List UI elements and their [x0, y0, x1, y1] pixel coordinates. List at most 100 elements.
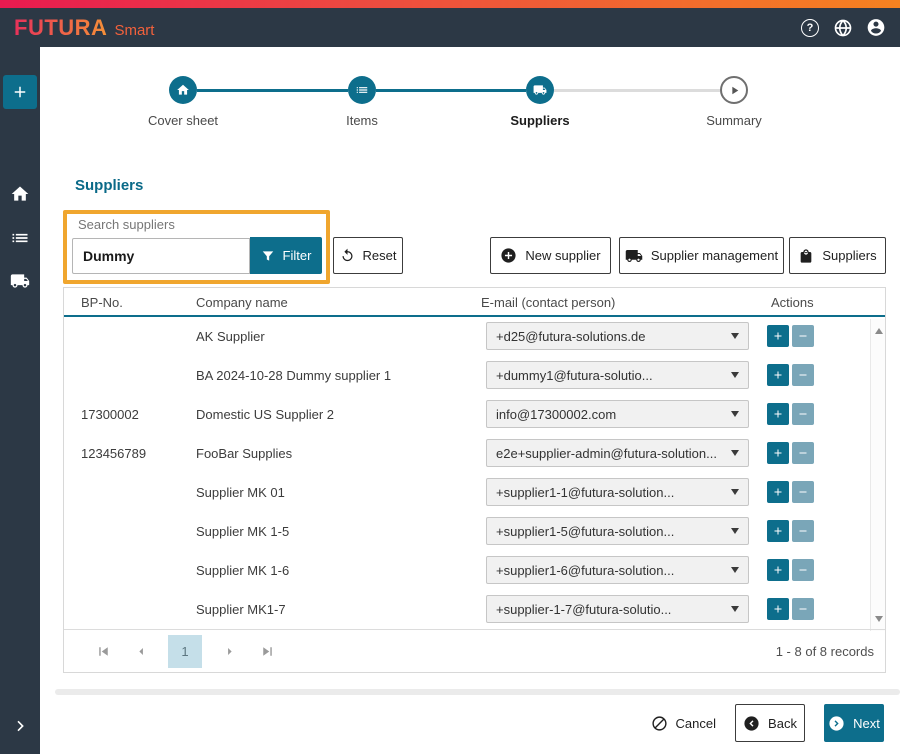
- supplier-management-button[interactable]: Supplier management: [619, 237, 784, 274]
- remove-supplier-row-button[interactable]: [792, 481, 814, 503]
- remove-supplier-row-button[interactable]: [792, 442, 814, 464]
- remove-supplier-row-button[interactable]: [792, 559, 814, 581]
- scroll-up-icon[interactable]: [871, 323, 886, 339]
- add-supplier-row-button[interactable]: [767, 364, 789, 386]
- add-supplier-row-button[interactable]: [767, 559, 789, 581]
- sidebar: [0, 47, 40, 754]
- email-select[interactable]: +dummy1@futura-solutio...: [486, 361, 749, 389]
- search-input[interactable]: [72, 238, 250, 274]
- page-number-button[interactable]: 1: [168, 634, 202, 668]
- truck-icon: [625, 247, 643, 265]
- suppliers-button[interactable]: Suppliers: [789, 237, 886, 274]
- company-cell: Supplier MK 01: [196, 485, 285, 500]
- first-page-icon[interactable]: [92, 640, 114, 662]
- email-select[interactable]: +supplier1-5@futura-solution...: [486, 517, 749, 545]
- truck-icon: [10, 271, 30, 291]
- records-count: 1 - 8 of 8 records: [775, 643, 874, 659]
- sidebar-item-home[interactable]: [0, 179, 40, 209]
- sidebar-expand-button[interactable]: [0, 712, 40, 740]
- column-header-bp-no: BP-No.: [81, 295, 123, 310]
- logo-primary-text: FUTURA: [14, 14, 108, 40]
- last-page-icon[interactable]: [256, 640, 278, 662]
- arrow-right-circle-icon: [828, 715, 845, 732]
- next-button[interactable]: Next: [824, 704, 884, 742]
- list-icon: [355, 83, 369, 97]
- sidebar-item-list[interactable]: [0, 223, 40, 253]
- chevron-down-icon: [731, 450, 739, 456]
- bp-no-cell: 123456789: [81, 446, 147, 461]
- table-row: Supplier MK 1-5 +supplier1-5@futura-solu…: [64, 512, 885, 551]
- add-supplier-row-button[interactable]: [767, 442, 789, 464]
- chevron-down-icon: [731, 606, 739, 612]
- email-selected-value: +supplier-1-7@futura-solutio...: [496, 601, 672, 617]
- add-supplier-row-button[interactable]: [767, 598, 789, 620]
- suppliers-table: BP-No. Company name E-mail (contact pers…: [63, 287, 886, 673]
- step-cover-sheet[interactable]: [169, 76, 197, 104]
- scroll-down-icon[interactable]: [871, 611, 886, 627]
- filter-button-label: Filter: [282, 248, 312, 263]
- chevron-down-icon: [731, 528, 739, 534]
- step-summary[interactable]: [720, 76, 748, 104]
- table-row: Supplier MK 01 +supplier1-1@futura-solut…: [64, 473, 885, 512]
- app-header: FUTURA Smart: [0, 8, 900, 47]
- table-row: BA 2024-10-28 Dummy supplier 1 +dummy1@f…: [64, 356, 885, 395]
- home-icon: [176, 83, 190, 97]
- email-selected-value: +d25@futura-solutions.de: [496, 328, 646, 344]
- remove-supplier-row-button[interactable]: [792, 520, 814, 542]
- filter-button[interactable]: Filter: [250, 237, 322, 274]
- home-icon: [10, 184, 30, 204]
- remove-supplier-row-button[interactable]: [792, 403, 814, 425]
- remove-supplier-row-button[interactable]: [792, 598, 814, 620]
- table-row: Supplier MK1-7 +supplier-1-7@futura-solu…: [64, 590, 885, 629]
- add-supplier-row-button[interactable]: [767, 325, 789, 347]
- email-select[interactable]: e2e+supplier-admin@futura-solution...: [486, 439, 749, 467]
- plus-icon: [11, 83, 29, 101]
- add-supplier-row-button[interactable]: [767, 481, 789, 503]
- reset-button[interactable]: Reset: [333, 237, 403, 274]
- search-input-label: Search suppliers: [78, 217, 175, 232]
- reset-button-label: Reset: [362, 248, 397, 263]
- back-button-label: Back: [768, 715, 797, 731]
- add-supplier-row-button[interactable]: [767, 403, 789, 425]
- column-header-email: E-mail (contact person): [481, 295, 616, 310]
- email-select[interactable]: +supplier1-1@futura-solution...: [486, 478, 749, 506]
- funnel-icon: [261, 249, 275, 263]
- main-content: Cover sheet Items Suppliers Summary Supp…: [40, 47, 900, 754]
- reset-icon: [340, 248, 355, 263]
- language-globe-icon[interactable]: [833, 18, 853, 38]
- add-supplier-row-button[interactable]: [767, 520, 789, 542]
- help-icon[interactable]: [800, 18, 820, 38]
- remove-supplier-row-button[interactable]: [792, 364, 814, 386]
- back-button[interactable]: Back: [735, 704, 805, 742]
- chevron-down-icon: [731, 333, 739, 339]
- suppliers-button-label: Suppliers: [822, 248, 877, 263]
- step-suppliers[interactable]: [526, 76, 554, 104]
- app-logo: FUTURA Smart: [14, 15, 154, 41]
- table-row: Supplier MK 1-6 +supplier1-6@futura-solu…: [64, 551, 885, 590]
- email-selected-value: info@17300002.com: [496, 406, 617, 422]
- next-page-icon[interactable]: [218, 640, 240, 662]
- company-cell: Supplier MK1-7: [196, 602, 286, 617]
- sidebar-new-button[interactable]: [3, 75, 37, 109]
- step-items[interactable]: [348, 76, 376, 104]
- chevron-down-icon: [731, 567, 739, 573]
- table-scrollbar[interactable]: [870, 319, 885, 631]
- step-label-summary: Summary: [706, 113, 762, 128]
- cancel-button[interactable]: Cancel: [651, 715, 716, 732]
- cancel-button-label: Cancel: [675, 715, 716, 731]
- remove-supplier-row-button[interactable]: [792, 325, 814, 347]
- email-select[interactable]: +supplier-1-7@futura-solutio...: [486, 595, 749, 623]
- header-icons: [800, 18, 886, 38]
- account-icon[interactable]: [866, 18, 886, 38]
- email-select[interactable]: +supplier1-6@futura-solution...: [486, 556, 749, 584]
- new-supplier-button[interactable]: New supplier: [490, 237, 611, 274]
- chevron-down-icon: [731, 489, 739, 495]
- table-header: BP-No. Company name E-mail (contact pers…: [64, 288, 885, 317]
- email-select[interactable]: +d25@futura-solutions.de: [486, 322, 749, 350]
- previous-page-icon[interactable]: [130, 640, 152, 662]
- email-select[interactable]: info@17300002.com: [486, 400, 749, 428]
- truck-icon: [533, 83, 547, 97]
- sidebar-item-suppliers[interactable]: [0, 266, 40, 296]
- plus-circle-icon: [500, 247, 517, 264]
- column-header-company: Company name: [196, 295, 288, 310]
